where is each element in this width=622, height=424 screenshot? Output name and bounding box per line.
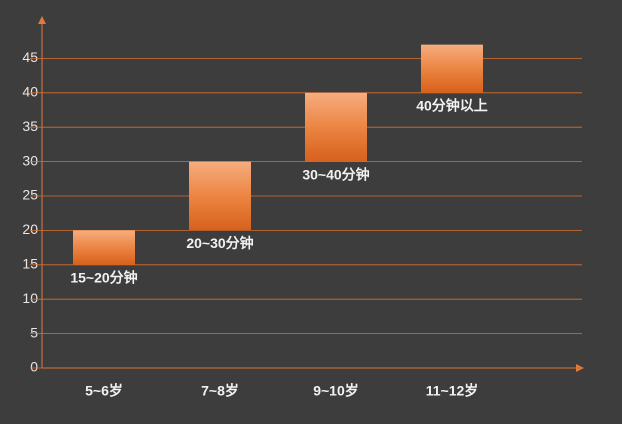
bar	[305, 92, 367, 162]
bar	[73, 230, 135, 265]
bar-label: 20~30分钟	[186, 235, 253, 251]
bar-label: 30~40分钟	[302, 166, 369, 182]
x-tick-label: 5~6岁	[85, 383, 123, 399]
bar	[421, 44, 483, 93]
y-tick-label: 35	[22, 118, 38, 134]
x-tick-label: 11~12岁	[426, 383, 479, 399]
bar	[189, 161, 251, 231]
bar-label: 40分钟以上	[416, 98, 488, 114]
bar-label: 15~20分钟	[70, 270, 137, 286]
y-tick-label: 40	[22, 84, 38, 100]
y-tick-label: 30	[22, 152, 38, 168]
y-tick-label: 5	[30, 324, 38, 340]
y-axis-arrow	[38, 16, 46, 24]
y-tick-label: 10	[22, 290, 38, 306]
y-tick-label: 0	[30, 359, 38, 375]
x-tick-label: 7~8岁	[201, 383, 239, 399]
y-tick-label: 20	[22, 221, 38, 237]
y-tick-label: 25	[22, 187, 38, 203]
x-tick-label: 9~10岁	[313, 383, 359, 399]
y-tick-label: 45	[22, 49, 38, 65]
y-tick-label: 15	[22, 256, 38, 272]
